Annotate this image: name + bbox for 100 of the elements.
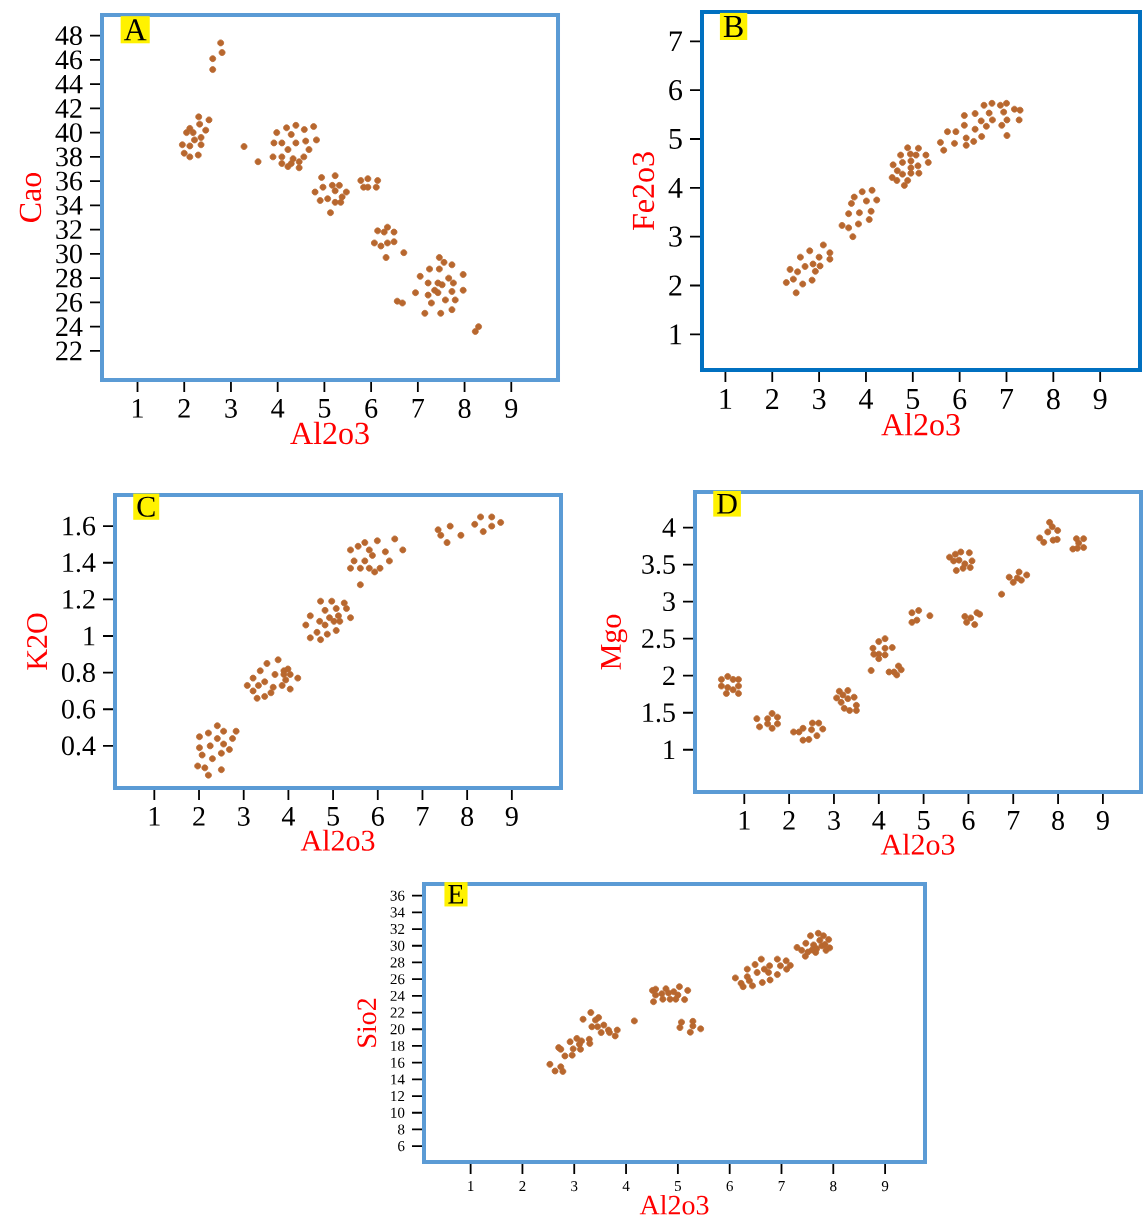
y-tick-label: 28 [390, 957, 405, 968]
x-tick-label: 2 [193, 807, 205, 826]
y-tick-label: 0.4 [62, 736, 96, 756]
y-tick-label: 32 [390, 924, 405, 935]
x-tick-label: 6 [365, 399, 378, 418]
x-tick-label: 4 [872, 811, 886, 830]
y-tick-label: 3 [663, 592, 675, 612]
y-tick-label: 0.8 [62, 663, 95, 683]
y-tick-label: 38 [56, 147, 82, 167]
x-tick-label: 2 [783, 811, 795, 830]
chart-title: B [723, 15, 743, 37]
y-tick-label: 36 [390, 890, 405, 901]
y-tick-label: 34 [390, 907, 405, 918]
x-tick-label: 3 [813, 389, 826, 410]
y-tick-label: 1 [84, 626, 95, 646]
x-tick-label: 9 [1093, 389, 1107, 410]
y-tick-label: 0.6 [62, 699, 96, 719]
y-tick-label: 46 [55, 50, 83, 70]
x-tick-label: 1 [132, 399, 143, 418]
x-axis-title: Al2o3 [639, 1194, 709, 1215]
y-axis-title: Mgo [601, 614, 628, 670]
y-tick-label: 6 [669, 80, 683, 101]
x-tick-label: 2 [519, 1181, 526, 1191]
y-axis-title: Cao [19, 172, 42, 222]
y-tick-label: 1 [670, 324, 682, 345]
y-tick-label: 30 [56, 244, 82, 264]
y-tick-label: 1.2 [63, 589, 95, 609]
x-tick-label: 6 [962, 811, 975, 830]
y-tick-label: 40 [55, 123, 82, 143]
y-tick-label: 24 [56, 317, 83, 336]
x-tick-label: 4 [859, 389, 873, 409]
y-tick-label: 6 [398, 1141, 405, 1152]
y-tick-label: 18 [391, 1040, 405, 1052]
x-tick-label: 4 [622, 1181, 630, 1191]
chart-title: A [123, 19, 147, 41]
x-tick-label: 8 [461, 807, 474, 826]
x-tick-label: 6 [726, 1181, 733, 1192]
x-axis-title: Al2o3 [881, 413, 960, 436]
y-tick-label: 34 [56, 195, 83, 215]
y-tick-label: 12 [391, 1091, 405, 1102]
y-tick-label: 1 [664, 740, 675, 760]
x-tick-label: 1 [720, 389, 732, 409]
x-tick-label: 4 [271, 399, 285, 418]
y-tick-label: 36 [56, 171, 83, 191]
x-axis-title: Al2o3 [290, 421, 369, 445]
y-axis-title: Sio2 [357, 998, 377, 1047]
y-tick-label: 28 [56, 268, 82, 288]
y-tick-label: 4 [668, 177, 683, 198]
x-tick-label: 7 [1008, 811, 1020, 830]
y-tick-label: 24 [390, 990, 405, 1001]
y-tick-label: 42 [55, 99, 82, 118]
x-tick-label: 5 [907, 389, 920, 409]
y-tick-label: 22 [390, 1007, 405, 1018]
y-tick-label: 48 [55, 26, 82, 46]
x-tick-label: 3 [828, 811, 840, 830]
x-tick-label: 8 [458, 399, 471, 418]
x-tick-label: 1 [739, 811, 750, 830]
x-tick-label: 8 [830, 1181, 837, 1192]
y-tick-label: 20 [390, 1024, 405, 1035]
x-tick-label: 2 [766, 389, 779, 409]
x-tick-label: 1 [468, 1181, 474, 1191]
x-tick-label: 9 [505, 807, 518, 826]
x-tick-label: 4 [281, 807, 295, 826]
y-tick-label: 2.5 [642, 629, 675, 649]
chart-title: C [137, 496, 155, 517]
x-tick-label: 2 [178, 399, 190, 418]
y-tick-label: 4 [662, 518, 676, 537]
x-tick-label: 8 [1052, 811, 1064, 830]
x-tick-label: 7 [778, 1181, 785, 1191]
x-tick-label: 1 [149, 807, 160, 826]
y-tick-label: 3.5 [642, 555, 675, 575]
y-tick-label: 1.6 [63, 516, 96, 536]
x-tick-label: 6 [953, 389, 967, 410]
y-tick-label: 32 [56, 220, 82, 240]
chart-title: E [448, 885, 464, 904]
x-tick-label: 3 [571, 1181, 578, 1192]
x-axis-title: Al2o3 [300, 829, 375, 851]
y-tick-label: 14 [391, 1074, 405, 1085]
y-tick-label: 16 [391, 1057, 405, 1068]
x-tick-label: 9 [881, 1181, 889, 1192]
x-tick-label: 8 [1046, 389, 1060, 410]
x-axis-title: Al2o3 [880, 833, 955, 855]
y-tick-label: 22 [56, 341, 82, 361]
y-tick-label: 26 [56, 292, 83, 312]
y-axis-title: K2O [27, 613, 48, 670]
chart-title: D [717, 493, 737, 514]
y-axis-title: Fe2o3 [632, 152, 655, 231]
y-tick-label: 5 [669, 129, 682, 149]
y-tick-label: 10 [391, 1107, 405, 1118]
y-tick-label: 7 [669, 31, 683, 52]
y-tick-label: 8 [398, 1124, 405, 1135]
y-tick-label: 1.5 [643, 703, 675, 723]
x-tick-label: 7 [1000, 389, 1014, 409]
x-tick-label: 7 [417, 807, 429, 826]
y-tick-label: 44 [55, 74, 83, 94]
x-tick-label: 3 [238, 807, 250, 826]
y-tick-label: 30 [390, 940, 405, 951]
y-tick-label: 1.4 [63, 553, 96, 573]
x-tick-label: 3 [225, 399, 237, 418]
x-tick-label: 5 [327, 807, 340, 826]
